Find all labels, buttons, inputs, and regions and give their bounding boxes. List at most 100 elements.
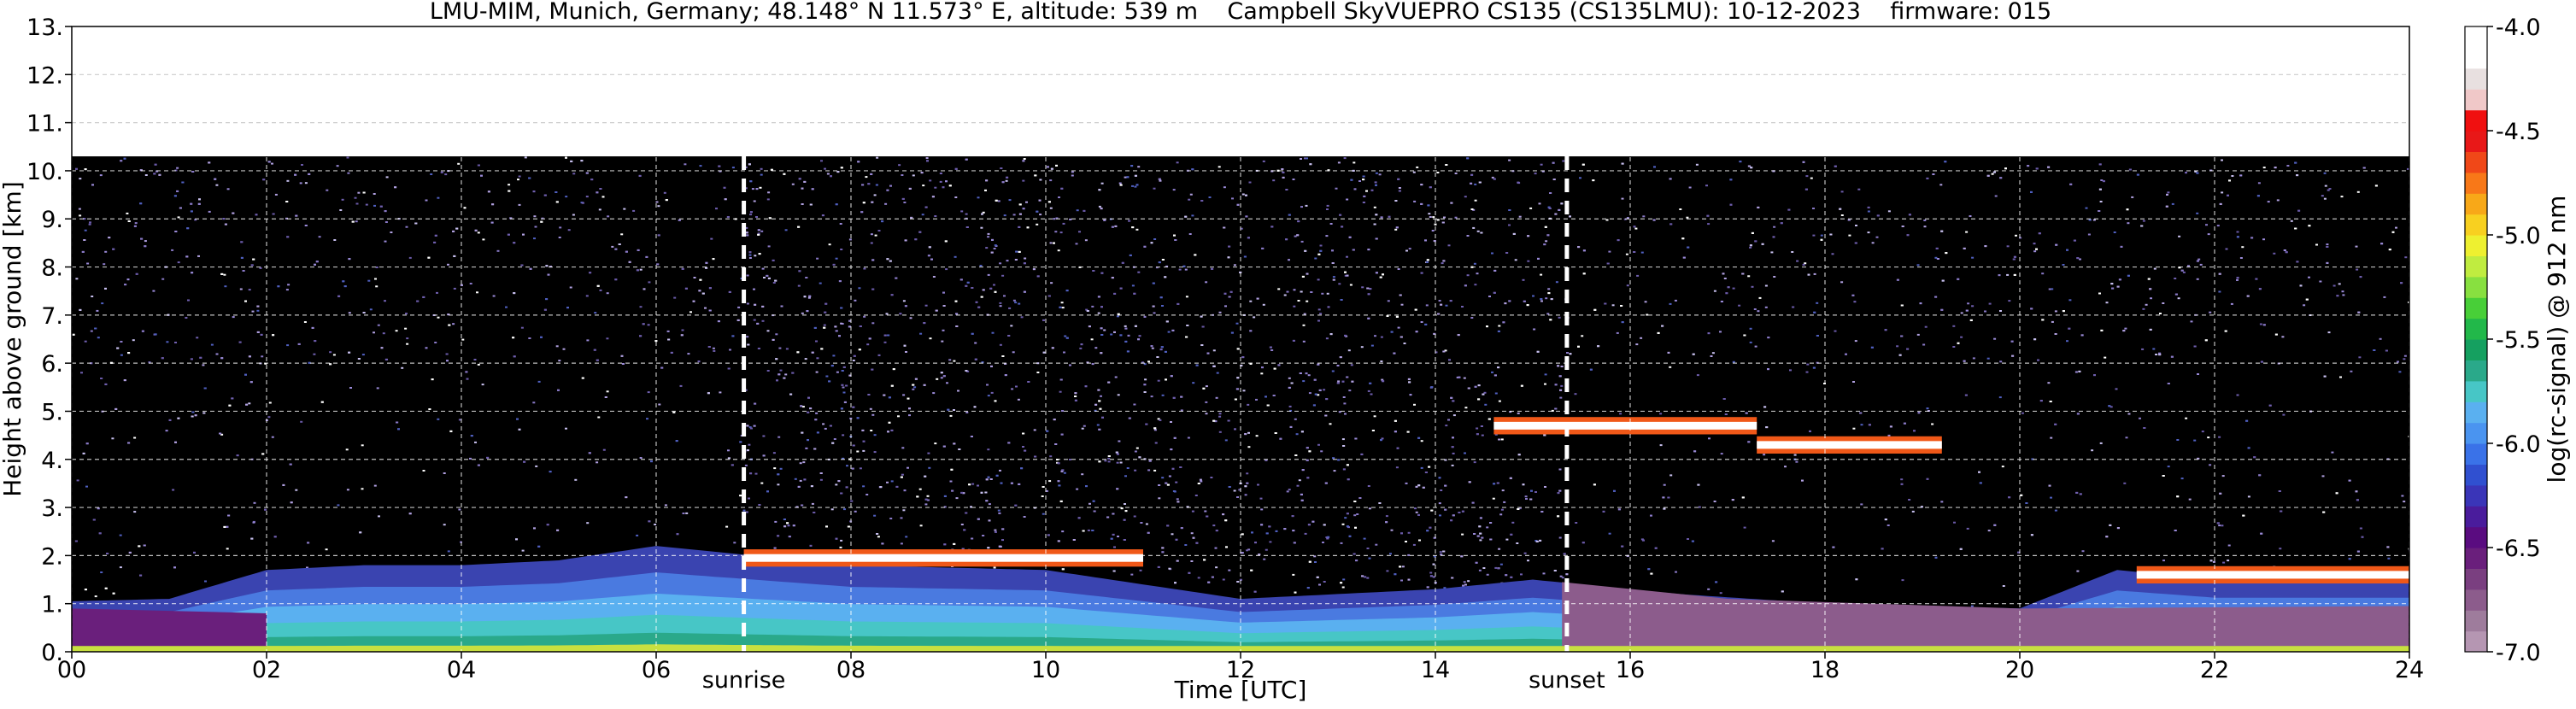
noise-pixel (394, 186, 397, 189)
noise-pixel (819, 478, 823, 481)
noise-pixel (779, 467, 783, 470)
noise-pixel (670, 351, 673, 354)
noise-pixel (315, 261, 319, 263)
noise-pixel (1724, 413, 1728, 415)
noise-pixel (858, 287, 861, 290)
noise-pixel (1367, 293, 1370, 296)
noise-pixel (999, 305, 1002, 308)
noise-pixel (1049, 207, 1053, 209)
noise-pixel (434, 234, 437, 237)
noise-pixel (1493, 374, 1497, 377)
noise-pixel (1161, 394, 1165, 396)
noise-pixel (2257, 182, 2261, 185)
noise-pixel (825, 525, 828, 528)
noise-pixel (1806, 363, 1810, 366)
noise-pixel (1722, 272, 1725, 275)
noise-pixel (199, 356, 202, 359)
noise-pixel (1370, 344, 1374, 347)
noise-pixel (171, 249, 174, 251)
noise-pixel (1072, 539, 1076, 541)
noise-pixel (1045, 489, 1048, 492)
noise-pixel (1157, 565, 1160, 568)
noise-pixel (1804, 188, 1808, 190)
noise-pixel (1560, 384, 1564, 387)
noise-pixel (78, 208, 81, 210)
noise-pixel (379, 205, 383, 208)
noise-pixel (999, 343, 1002, 346)
noise-pixel (1375, 272, 1378, 274)
noise-pixel (1492, 497, 1495, 500)
noise-pixel (1326, 208, 1329, 210)
noise-pixel (739, 495, 742, 497)
noise-pixel (596, 191, 599, 194)
noise-pixel (1960, 336, 1963, 338)
noise-pixel (177, 216, 180, 219)
noise-pixel (1781, 590, 1784, 593)
noise-pixel (474, 441, 477, 443)
noise-pixel (287, 284, 290, 286)
noise-pixel (1098, 460, 1101, 463)
noise-pixel (161, 278, 165, 280)
noise-pixel (1569, 353, 1572, 355)
noise-pixel (1248, 181, 1252, 184)
noise-pixel (1113, 292, 1117, 295)
noise-pixel (259, 267, 262, 269)
noise-pixel (214, 178, 217, 180)
noise-pixel (2380, 243, 2384, 245)
noise-pixel (326, 189, 329, 191)
noise-pixel (1036, 210, 1039, 213)
noise-pixel (890, 429, 894, 431)
noise-pixel (953, 542, 956, 545)
noise-pixel (840, 307, 843, 309)
noise-pixel (1069, 218, 1072, 220)
noise-pixel (2355, 490, 2358, 493)
noise-pixel (1633, 226, 1636, 228)
noise-pixel (1764, 306, 1768, 308)
noise-pixel (1292, 530, 1295, 532)
noise-pixel (289, 463, 292, 466)
noise-pixel (566, 307, 569, 309)
noise-pixel (1916, 264, 1920, 267)
noise-pixel (215, 184, 219, 186)
noise-pixel (1426, 586, 1429, 589)
y-tick-label: 8. (41, 255, 63, 282)
noise-pixel (2308, 225, 2311, 227)
noise-pixel (858, 349, 861, 351)
noise-pixel (1308, 392, 1311, 395)
noise-pixel (1509, 411, 1512, 413)
noise-pixel (294, 173, 297, 176)
noise-pixel (639, 268, 643, 271)
noise-pixel (1749, 327, 1752, 330)
noise-pixel (1518, 507, 1522, 510)
noise-pixel (2221, 159, 2223, 161)
noise-pixel (2198, 258, 2201, 261)
noise-pixel (252, 258, 255, 261)
noise-pixel (2153, 267, 2156, 270)
noise-pixel (941, 340, 944, 343)
noise-pixel (1057, 480, 1060, 483)
noise-pixel (1438, 502, 1441, 505)
noise-pixel (1452, 414, 1456, 417)
noise-pixel (954, 255, 957, 258)
noise-pixel (1470, 317, 1474, 319)
noise-pixel (470, 435, 473, 437)
noise-pixel (1464, 583, 1467, 586)
noise-pixel (924, 206, 928, 208)
noise-pixel (1516, 542, 1519, 544)
noise-pixel (1240, 364, 1243, 366)
noise-pixel (1887, 210, 1891, 213)
noise-pixel (981, 361, 984, 364)
noise-pixel (2076, 257, 2080, 260)
noise-pixel (1514, 259, 1517, 261)
noise-pixel (1900, 478, 1904, 481)
noise-pixel (1608, 250, 1611, 253)
noise-pixel (256, 331, 260, 333)
noise-pixel (916, 495, 919, 498)
noise-pixel (1249, 362, 1253, 365)
noise-pixel (1205, 281, 1208, 284)
noise-pixel (2025, 502, 2028, 504)
noise-pixel (446, 360, 449, 362)
noise-pixel (1114, 225, 1118, 227)
noise-pixel (1059, 390, 1062, 393)
noise-pixel (282, 483, 285, 486)
